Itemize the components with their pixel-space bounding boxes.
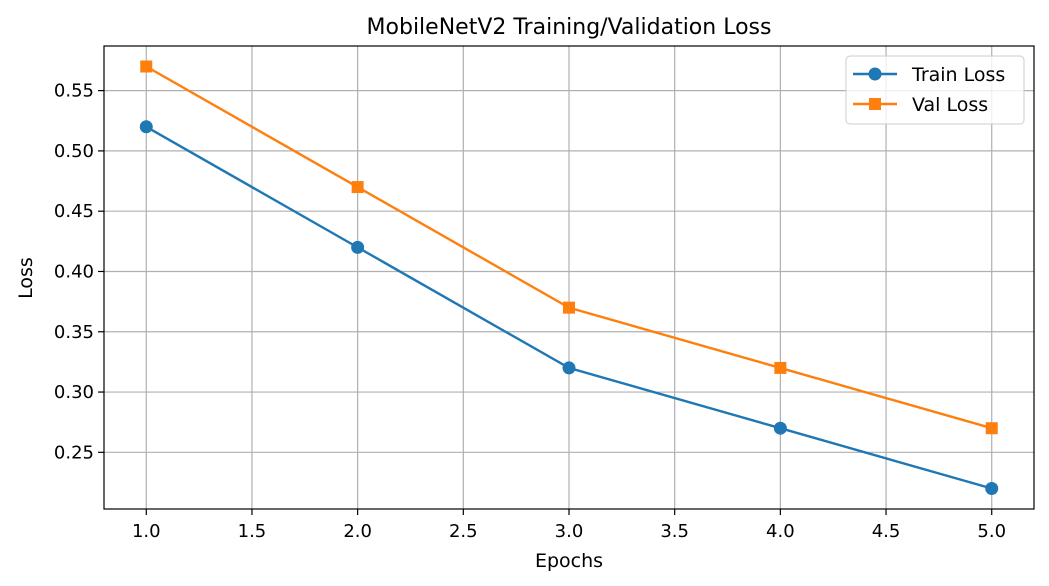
x-tick-label: 1.5	[238, 521, 267, 542]
x-tick-label: 3.0	[555, 521, 584, 542]
train-loss-point	[773, 421, 787, 435]
x-tick-label: 4.0	[766, 521, 795, 542]
x-tick-label: 2.0	[343, 521, 372, 542]
y-tick-label: 0.30	[54, 382, 94, 403]
y-tick-label: 0.45	[54, 201, 94, 222]
y-tick-label: 0.35	[54, 322, 94, 343]
legend: Train Loss Val Loss	[845, 55, 1025, 125]
x-tick-label: 2.5	[449, 521, 478, 542]
y-tick-label: 0.50	[54, 141, 94, 162]
val-loss-point	[985, 422, 998, 435]
val-loss-point	[351, 181, 364, 194]
axis-ticks: 1.0 1.5 2.0 2.5 3.0 3.5 4.0 4.5 5.0 0.25 0.30 0.35 0…	[54, 81, 1006, 542]
x-axis-label: Epochs	[535, 550, 603, 572]
x-tick-label: 1.0	[132, 521, 161, 542]
x-tick-label: 3.5	[660, 521, 689, 542]
val-loss-point	[140, 60, 153, 73]
y-axis-label: Loss	[15, 257, 37, 299]
y-tick-label: 0.55	[54, 81, 94, 102]
train-loss-point	[139, 120, 153, 134]
train-loss-point	[351, 240, 365, 254]
x-tick-label: 5.0	[977, 521, 1006, 542]
grid-lines	[104, 46, 1034, 509]
chart-title: MobileNetV2 Training/Validation Loss	[367, 15, 772, 40]
legend-train-marker	[868, 67, 882, 81]
val-loss-point	[774, 361, 787, 374]
legend-val-marker	[869, 98, 881, 110]
legend-val-label: Val Loss	[912, 94, 988, 116]
y-tick-label: 0.40	[54, 261, 94, 282]
val-loss-point	[563, 301, 575, 314]
legend-train-label: Train Loss	[911, 64, 1005, 86]
x-tick-label: 4.5	[872, 521, 901, 542]
train-loss-point	[985, 482, 999, 496]
train-loss-point	[562, 361, 576, 375]
y-tick-label: 0.25	[54, 442, 94, 463]
series-layer	[139, 60, 999, 496]
